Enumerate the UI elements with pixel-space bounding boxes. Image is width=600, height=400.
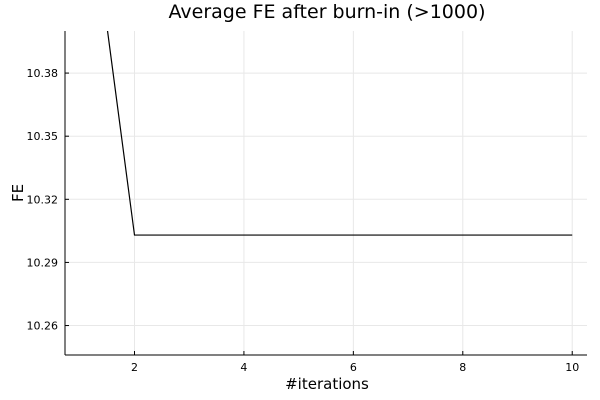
grid-lines	[65, 31, 587, 355]
x-axis-ticks: 2 4 6 8 10	[131, 351, 579, 374]
x-tick-label: 6	[350, 361, 357, 374]
y-tick-label: 10.35	[27, 130, 59, 143]
x-axis-label: #iterations	[285, 375, 369, 393]
y-tick-label: 10.38	[27, 67, 59, 80]
series-line	[106, 31, 573, 236]
x-tick-label: 10	[565, 361, 579, 374]
y-axis-label: FE	[9, 184, 27, 202]
series-layer	[106, 31, 573, 236]
y-tick-label: 10.32	[27, 193, 59, 206]
chart-title: Average FE after burn-in (>1000)	[169, 1, 486, 23]
x-tick-label: 4	[240, 361, 247, 374]
y-tick-label: 10.29	[27, 256, 59, 269]
y-tick-label: 10.26	[27, 320, 59, 333]
x-tick-label: 2	[131, 361, 138, 374]
x-tick-label: 8	[459, 361, 466, 374]
y-axis-ticks: 10.26 10.29 10.32 10.35 10.38	[27, 67, 69, 333]
